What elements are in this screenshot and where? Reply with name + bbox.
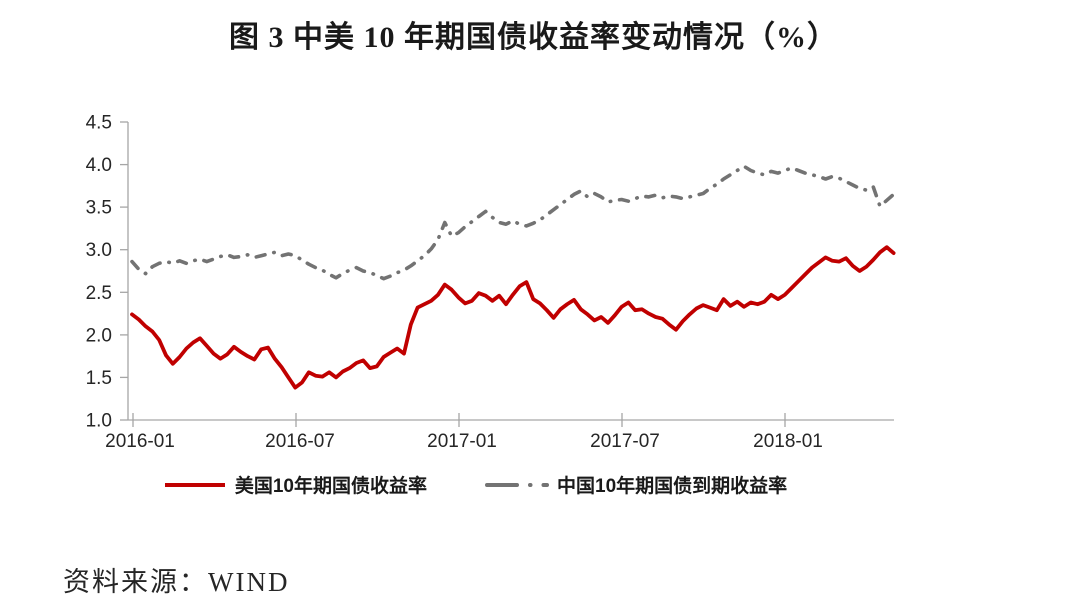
x-tick-label: 2017-07 [590, 431, 660, 452]
x-tick-label: 2017-01 [427, 431, 497, 452]
y-tick-label: 4.5 [86, 113, 112, 134]
y-tick-label: 1.5 [86, 368, 112, 389]
source-note: 资料来源：WIND [63, 567, 290, 597]
legend-label-us: 美国10年期国债收益率 [234, 476, 427, 497]
x-tick-label: 2016-01 [105, 431, 175, 452]
x-axis-labels: 2016-01 2016-07 2017-01 2017-07 2018-01 [105, 431, 823, 452]
y-axis-labels: 4.5 4.0 3.5 3.0 2.5 2.0 1.5 1.0 [86, 113, 112, 432]
y-tick-label: 1.0 [86, 411, 112, 432]
y-tick-label: 3.5 [86, 198, 112, 219]
y-tick-label: 3.0 [86, 240, 112, 261]
y-tick-label: 2.5 [86, 283, 112, 304]
us-line-swatch-icon [164, 482, 225, 487]
china-dashdot-swatch-icon [485, 482, 549, 487]
axes [120, 121, 894, 427]
x-tick-label: 2016-07 [265, 431, 335, 452]
y-tick-label: 4.0 [86, 155, 112, 176]
legend-item-china: 中国10年期国债到期收益率 [485, 471, 787, 498]
page-title: 图 3 中美 10 年期国债收益率变动情况（%） [229, 21, 838, 54]
y-tick-label: 2.0 [86, 325, 112, 346]
us-series-path [130, 245, 896, 390]
china-series-path [130, 164, 896, 281]
legend-item-us: 美国10年期国债收益率 [163, 471, 427, 498]
legend-label-china: 中国10年期国债到期收益率 [557, 476, 788, 497]
legend: 美国10年期国债收益率 中国10年期国债到期收益率 [0, 471, 950, 498]
x-tick-label: 2018-01 [753, 431, 823, 452]
